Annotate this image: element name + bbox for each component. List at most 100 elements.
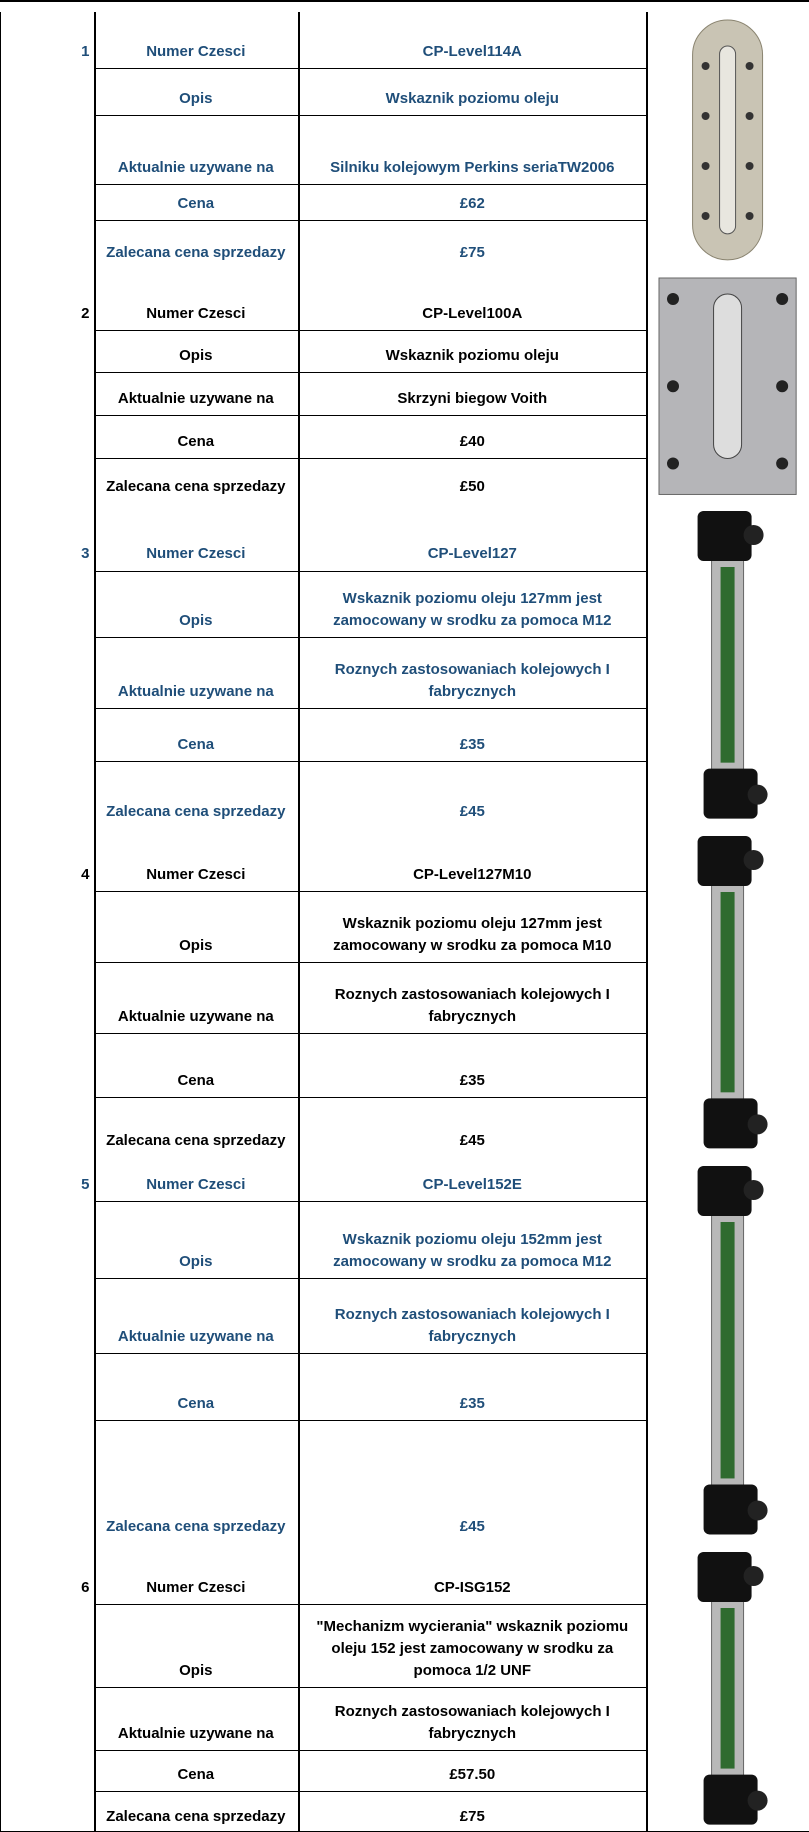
row-value: £45 <box>459 1518 485 1536</box>
row-value: "Mechanizm wycierania" wskaznik poziomu … <box>316 1617 629 1679</box>
row-value: £45 <box>459 1132 485 1150</box>
row-line <box>93 371 647 373</box>
row-line <box>93 761 647 763</box>
row-line <box>93 1096 647 1098</box>
row-line <box>93 114 647 116</box>
row-label: Opis <box>179 89 213 107</box>
row-line <box>93 67 647 69</box>
item-number: 1 <box>81 42 90 60</box>
row-line <box>93 219 647 221</box>
item-number: 6 <box>81 1578 90 1596</box>
column-line <box>93 11 96 1832</box>
row-line <box>93 1033 647 1035</box>
row-value: £40 <box>459 433 485 451</box>
row-value: £35 <box>459 736 485 754</box>
row-label: Cena <box>177 433 215 451</box>
row-label: Opis <box>179 612 213 630</box>
row-label: Cena <box>177 736 215 754</box>
row-value: Roznych zastosowaniach kolejowych I fabr… <box>334 986 610 1026</box>
row-label: Zalecana cena sprzedazy <box>106 243 286 261</box>
row-label: Aktualnie uzywane na <box>117 1008 274 1026</box>
row-value: CP-Level100A <box>422 304 523 322</box>
row-label: Aktualnie uzywane na <box>117 390 274 408</box>
item-number: 4 <box>81 865 90 883</box>
row-label: Aktualnie uzywane na <box>117 1725 274 1743</box>
row-line <box>93 1200 647 1202</box>
row-label: Cena <box>177 194 215 212</box>
row-line <box>93 637 647 639</box>
row-line <box>93 708 647 710</box>
row-label: Zalecana cena sprzedazy <box>106 1808 286 1826</box>
row-label: Numer Czesci <box>146 865 246 883</box>
item-number: 5 <box>81 1175 90 1193</box>
row-line <box>93 1352 647 1354</box>
row-line <box>93 1277 647 1279</box>
row-value: £75 <box>459 243 485 261</box>
row-value: CP-Level127M10 <box>413 865 532 883</box>
row-label: Opis <box>179 1252 213 1270</box>
product-photo <box>697 836 768 1149</box>
row-label: Opis <box>179 1661 213 1679</box>
row-value: CP-Level152E <box>422 1175 522 1193</box>
column-line <box>298 11 301 1832</box>
row-value: Wskaznik poziomu oleju <box>385 346 559 364</box>
row-label: Cena <box>177 1766 215 1783</box>
row-line <box>93 1750 647 1752</box>
row-value: CP-ISG152 <box>433 1578 511 1596</box>
row-label: Aktualnie uzywane na <box>117 158 274 176</box>
product-photo <box>697 511 768 820</box>
column-line <box>0 11 1 1832</box>
row-value: Roznych zastosowaniach kolejowych I fabr… <box>334 1703 610 1743</box>
row-value: Wskaznik poziomu oleju <box>385 89 559 107</box>
product-photo <box>658 277 797 495</box>
row-value: £57.50 <box>449 1766 496 1783</box>
row-value: £35 <box>459 1395 485 1413</box>
row-line <box>93 458 647 460</box>
column-line <box>646 11 649 1832</box>
row-label: Numer Czesci <box>146 545 246 563</box>
row-label: Numer Czesci <box>146 304 246 322</box>
row-line <box>93 1603 647 1605</box>
row-label: Aktualnie uzywane na <box>117 1327 274 1345</box>
row-value: Silniku kolejowym Perkins seriaTW2006 <box>330 158 615 176</box>
row-label: Zalecana cena sprzedazy <box>106 802 286 820</box>
row-value: Roznych zastosowaniach kolejowych I fabr… <box>334 661 610 701</box>
row-line <box>93 570 647 572</box>
item-number: 2 <box>81 304 90 322</box>
row-value: CP-Level127 <box>427 545 517 563</box>
row-label: Zalecana cena sprzedazy <box>106 1518 286 1536</box>
row-label: Cena <box>177 1395 215 1413</box>
product-photo <box>697 1551 768 1825</box>
product-photo <box>697 1166 768 1535</box>
row-value: £45 <box>459 802 485 820</box>
row-value: £50 <box>459 477 485 495</box>
row-label: Cena <box>177 1071 215 1089</box>
item-number: 3 <box>81 545 90 563</box>
row-label: Numer Czesci <box>146 1578 246 1596</box>
row-label: Aktualnie uzywane na <box>117 683 274 701</box>
row-line <box>93 1686 647 1688</box>
row-value: £62 <box>459 194 485 212</box>
row-label: Numer Czesci <box>146 42 246 60</box>
row-line <box>93 183 647 185</box>
row-value: Roznych zastosowaniach kolejowych I fabr… <box>334 1305 610 1345</box>
row-value: Skrzyni biegow Voith <box>397 390 548 408</box>
row-value: Wskaznik poziomu oleju 152mm jest zamoco… <box>333 1230 612 1270</box>
row-label: Zalecana cena sprzedazy <box>106 477 286 495</box>
row-value: Wskaznik poziomu oleju 127mm jest zamoco… <box>333 915 612 955</box>
product-photo <box>692 19 764 261</box>
row-line <box>93 415 647 417</box>
row-line <box>93 329 647 331</box>
row-value: CP-Level114A <box>422 42 522 60</box>
row-line <box>93 890 647 892</box>
block-line <box>0 0 809 2</box>
row-line <box>93 1791 647 1793</box>
row-value: Wskaznik poziomu oleju 127mm jest zamoco… <box>333 590 612 630</box>
row-line <box>93 962 647 964</box>
row-line <box>93 1420 647 1422</box>
row-label: Opis <box>179 937 213 955</box>
row-value: £35 <box>459 1071 485 1089</box>
row-label: Numer Czesci <box>146 1175 246 1193</box>
row-label: Opis <box>179 346 213 364</box>
